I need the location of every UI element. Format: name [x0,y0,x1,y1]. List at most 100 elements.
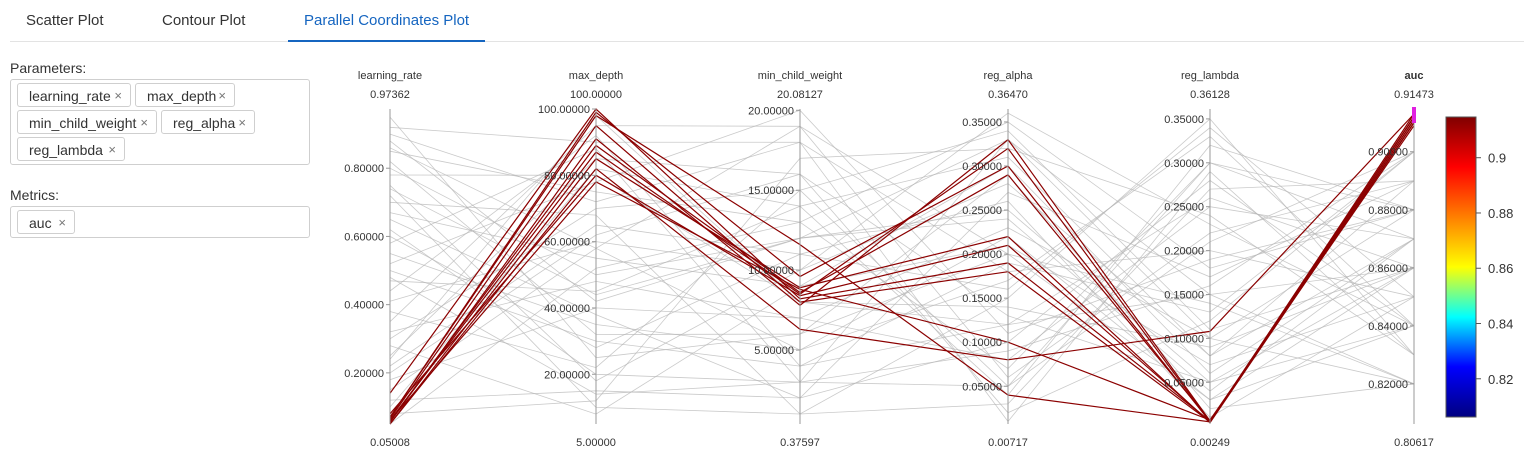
tab-parallel-coordinates-plot[interactable]: Parallel Coordinates Plot [288,0,486,42]
chip-min-child-weight: min_child_weight × [17,110,157,134]
background-line [389,140,1415,392]
tick-label: 0.86000 [1368,263,1408,275]
remove-chip-icon[interactable]: × [218,88,226,103]
background-line [389,200,1415,418]
axis-max-label: 0.97362 [370,89,410,101]
tab-contour-plot[interactable]: Contour Plot [162,12,246,29]
axis-reg-lambda: reg_lambda 0.36128 0.00249 0.05000 0.10000 0.… [1164,70,1240,449]
background-line [389,162,1415,387]
axis-title[interactable]: reg_lambda [1181,70,1240,82]
colorbar-tick-label: 0.82 [1488,372,1513,387]
axis-max-label: 0.91473 [1394,89,1434,101]
background-line [389,165,1415,375]
tab-bar: Scatter Plot Contour Plot Parallel Coord… [10,0,1524,42]
remove-chip-icon[interactable]: × [114,88,122,103]
highlighted-line [389,116,1415,423]
background-line [389,173,1415,383]
colorbar-tick-label: 0.84 [1488,317,1513,332]
tick-label: 10.00000 [748,265,794,277]
background-line [389,139,1415,385]
background-line [389,180,1415,399]
background-line [389,209,1415,339]
constraint-range-marker[interactable] [1412,107,1416,123]
background-line [389,180,1415,415]
axis-max-label: 0.36128 [1190,89,1230,101]
tick-label: 0.05000 [1164,377,1204,389]
highlighted-lines [389,108,1415,425]
parameters-select[interactable]: learning_rate × max_depth × min_child_we… [10,79,310,165]
background-line [389,151,1415,395]
tick-label: 40.00000 [544,303,590,315]
colorbar-tick-label: 0.88 [1488,206,1513,221]
axis-title[interactable]: min_child_weight [758,70,842,82]
background-line [389,130,1415,369]
chip-label: reg_alpha [173,115,236,131]
colorbar-tick-label: 0.9 [1488,151,1506,166]
axis-max-depth: max_depth 100.00000 5.00000 20.00000 40.0000… [538,70,623,449]
tick-label: 0.20000 [962,249,1002,261]
remove-chip-icon[interactable]: × [58,215,66,230]
tick-label: 60.00000 [544,237,590,249]
tick-label: 0.90000 [1368,147,1408,159]
parallel-coordinates-chart: learning_rate 0.97362 0.05008 0.20000 0.4000… [344,70,1513,449]
background-line [389,206,1415,381]
background-line [389,139,1415,385]
colorbar: 0.82 0.84 0.86 0.88 0.9 [1445,116,1513,418]
background-line [389,127,1415,349]
axis-min-label: 0.05008 [370,437,410,449]
tick-label: 0.05000 [962,381,1002,393]
chip-learning-rate: learning_rate × [17,83,131,107]
chip-label: auc [29,215,52,231]
axis-min-label: 5.00000 [576,437,616,449]
chip-label: min_child_weight [29,115,137,131]
chip-auc: auc × [17,210,75,234]
tick-label: 5.00000 [754,345,794,357]
tick-label: 0.15000 [962,293,1002,305]
tick-label: 0.30000 [962,161,1002,173]
remove-chip-icon[interactable]: × [238,115,246,130]
tick-label: 0.20000 [344,368,384,380]
axis-min-label: 0.00249 [1190,437,1230,449]
chip-reg-alpha: reg_alpha × [161,110,255,134]
tick-label: 0.20000 [1164,246,1204,258]
axis-min-label: 0.80617 [1394,437,1434,449]
highlighted-line [389,113,1415,425]
tick-label: 0.25000 [962,205,1002,217]
axis-title[interactable]: reg_alpha [984,70,1034,82]
tick-label: 0.35000 [1164,114,1204,126]
background-line [389,148,1415,383]
axis-max-label: 100.00000 [570,89,622,101]
axis-title[interactable]: max_depth [569,70,623,82]
background-line [389,236,1415,401]
background-line [389,180,1415,357]
tab-scatter-plot[interactable]: Scatter Plot [26,12,104,29]
axis-title[interactable]: auc [1405,70,1424,82]
metrics-label: Metrics: [10,187,59,203]
axis-title[interactable]: learning_rate [358,70,422,82]
chip-reg-lambda: reg_lambda × [17,137,125,161]
axis-reg-alpha: reg_alpha 0.36470 0.00717 0.05000 0.10000 0.1… [962,70,1033,449]
tick-label: 80.00000 [544,170,590,182]
tick-label: 0.15000 [1164,289,1204,301]
highlighted-line [389,122,1415,425]
axis-learning-rate: learning_rate 0.97362 0.05008 0.20000 0.4000… [344,70,422,449]
tick-label: 0.10000 [1164,333,1204,345]
background-line [389,125,1415,379]
tick-label: 0.80000 [344,163,384,175]
chip-max-depth: max_depth × [135,83,235,107]
tick-label: 15.00000 [748,185,794,197]
tick-label: 0.40000 [344,300,384,312]
metrics-select[interactable]: auc × [10,206,310,238]
chip-label: learning_rate [29,88,111,104]
background-line [389,118,1415,415]
remove-chip-icon[interactable]: × [140,115,148,130]
parameters-label: Parameters: [10,60,87,76]
background-line [389,161,1415,410]
axis-max-label: 20.08127 [777,89,823,101]
tick-label: 0.82000 [1368,379,1408,391]
remove-chip-icon[interactable]: × [108,142,116,157]
background-line [389,156,1415,408]
axis-auc: auc 0.91473 0.80617 0.82000 0.84000 0.86000 0.… [1368,70,1434,449]
background-line [389,112,1415,382]
background-line [389,162,1415,425]
